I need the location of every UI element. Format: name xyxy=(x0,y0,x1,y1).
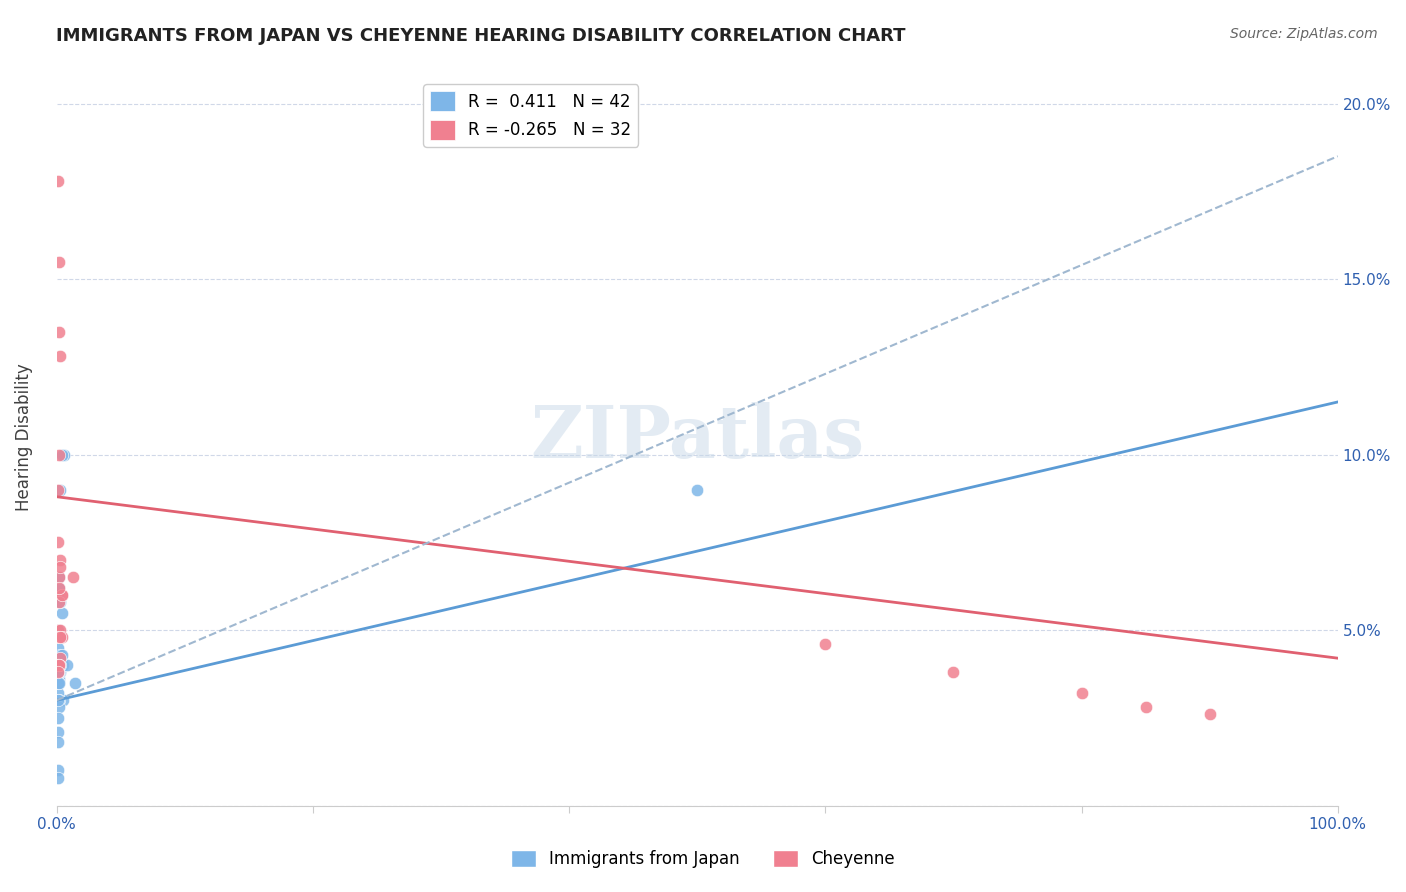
Point xyxy=(46,675,69,690)
Legend: R =  0.411   N = 42, R = -0.265   N = 32: R = 0.411 N = 42, R = -0.265 N = 32 xyxy=(423,84,638,146)
Point xyxy=(48,581,70,595)
Text: Source: ZipAtlas.com: Source: ZipAtlas.com xyxy=(1230,27,1378,41)
Legend: Immigrants from Japan, Cheyenne: Immigrants from Japan, Cheyenne xyxy=(505,843,901,875)
Point xyxy=(48,658,70,673)
Point xyxy=(51,648,73,662)
Point xyxy=(942,665,965,680)
Point xyxy=(46,665,69,680)
Point xyxy=(46,623,69,637)
Point xyxy=(48,595,70,609)
Point xyxy=(49,651,72,665)
Point xyxy=(49,623,72,637)
Point xyxy=(48,623,70,637)
Point xyxy=(49,595,72,609)
Point xyxy=(51,448,73,462)
Point xyxy=(46,725,69,739)
Point xyxy=(46,764,69,778)
Point xyxy=(51,588,73,602)
Point xyxy=(48,693,70,707)
Point xyxy=(46,735,69,749)
Point xyxy=(46,535,69,549)
Point xyxy=(48,448,70,462)
Point xyxy=(52,693,75,707)
Point xyxy=(1198,707,1220,722)
Point xyxy=(46,693,69,707)
Y-axis label: Hearing Disability: Hearing Disability xyxy=(15,363,32,511)
Point xyxy=(48,675,70,690)
Point xyxy=(46,640,69,655)
Point xyxy=(46,675,69,690)
Point xyxy=(48,254,70,268)
Point xyxy=(814,637,837,651)
Point xyxy=(49,630,72,644)
Point xyxy=(51,606,73,620)
Point xyxy=(49,349,72,363)
Point xyxy=(46,658,69,673)
Point xyxy=(48,581,70,595)
Point xyxy=(49,630,72,644)
Point xyxy=(48,570,70,584)
Text: IMMIGRANTS FROM JAPAN VS CHEYENNE HEARING DISABILITY CORRELATION CHART: IMMIGRANTS FROM JAPAN VS CHEYENNE HEARIN… xyxy=(56,27,905,45)
Point xyxy=(46,771,69,785)
Point xyxy=(51,588,73,602)
Point xyxy=(46,658,69,673)
Point xyxy=(46,483,69,497)
Point xyxy=(48,675,70,690)
Point xyxy=(46,686,69,700)
Point xyxy=(49,665,72,680)
Point xyxy=(46,658,69,673)
Point xyxy=(52,658,75,673)
Point xyxy=(46,665,69,680)
Point xyxy=(51,630,73,644)
Point xyxy=(46,655,69,669)
Point xyxy=(686,483,709,497)
Point xyxy=(46,630,69,644)
Point xyxy=(53,448,76,462)
Point xyxy=(62,570,84,584)
Point xyxy=(48,665,70,680)
Point xyxy=(46,711,69,725)
Point xyxy=(48,325,70,339)
Point xyxy=(49,630,72,644)
Point xyxy=(48,672,70,686)
Point xyxy=(49,553,72,567)
Point xyxy=(63,675,86,690)
Point xyxy=(46,174,69,188)
Point xyxy=(56,658,79,673)
Point xyxy=(1070,686,1092,700)
Text: ZIPatlas: ZIPatlas xyxy=(530,401,865,473)
Point xyxy=(49,560,72,574)
Point xyxy=(48,700,70,714)
Point xyxy=(49,483,72,497)
Point xyxy=(48,651,70,665)
Point xyxy=(49,648,72,662)
Point xyxy=(1135,700,1157,714)
Point xyxy=(46,588,69,602)
Point xyxy=(48,570,70,584)
Point xyxy=(48,658,70,673)
Point xyxy=(46,665,69,680)
Point xyxy=(46,658,69,673)
Point xyxy=(49,658,72,673)
Point xyxy=(49,651,72,665)
